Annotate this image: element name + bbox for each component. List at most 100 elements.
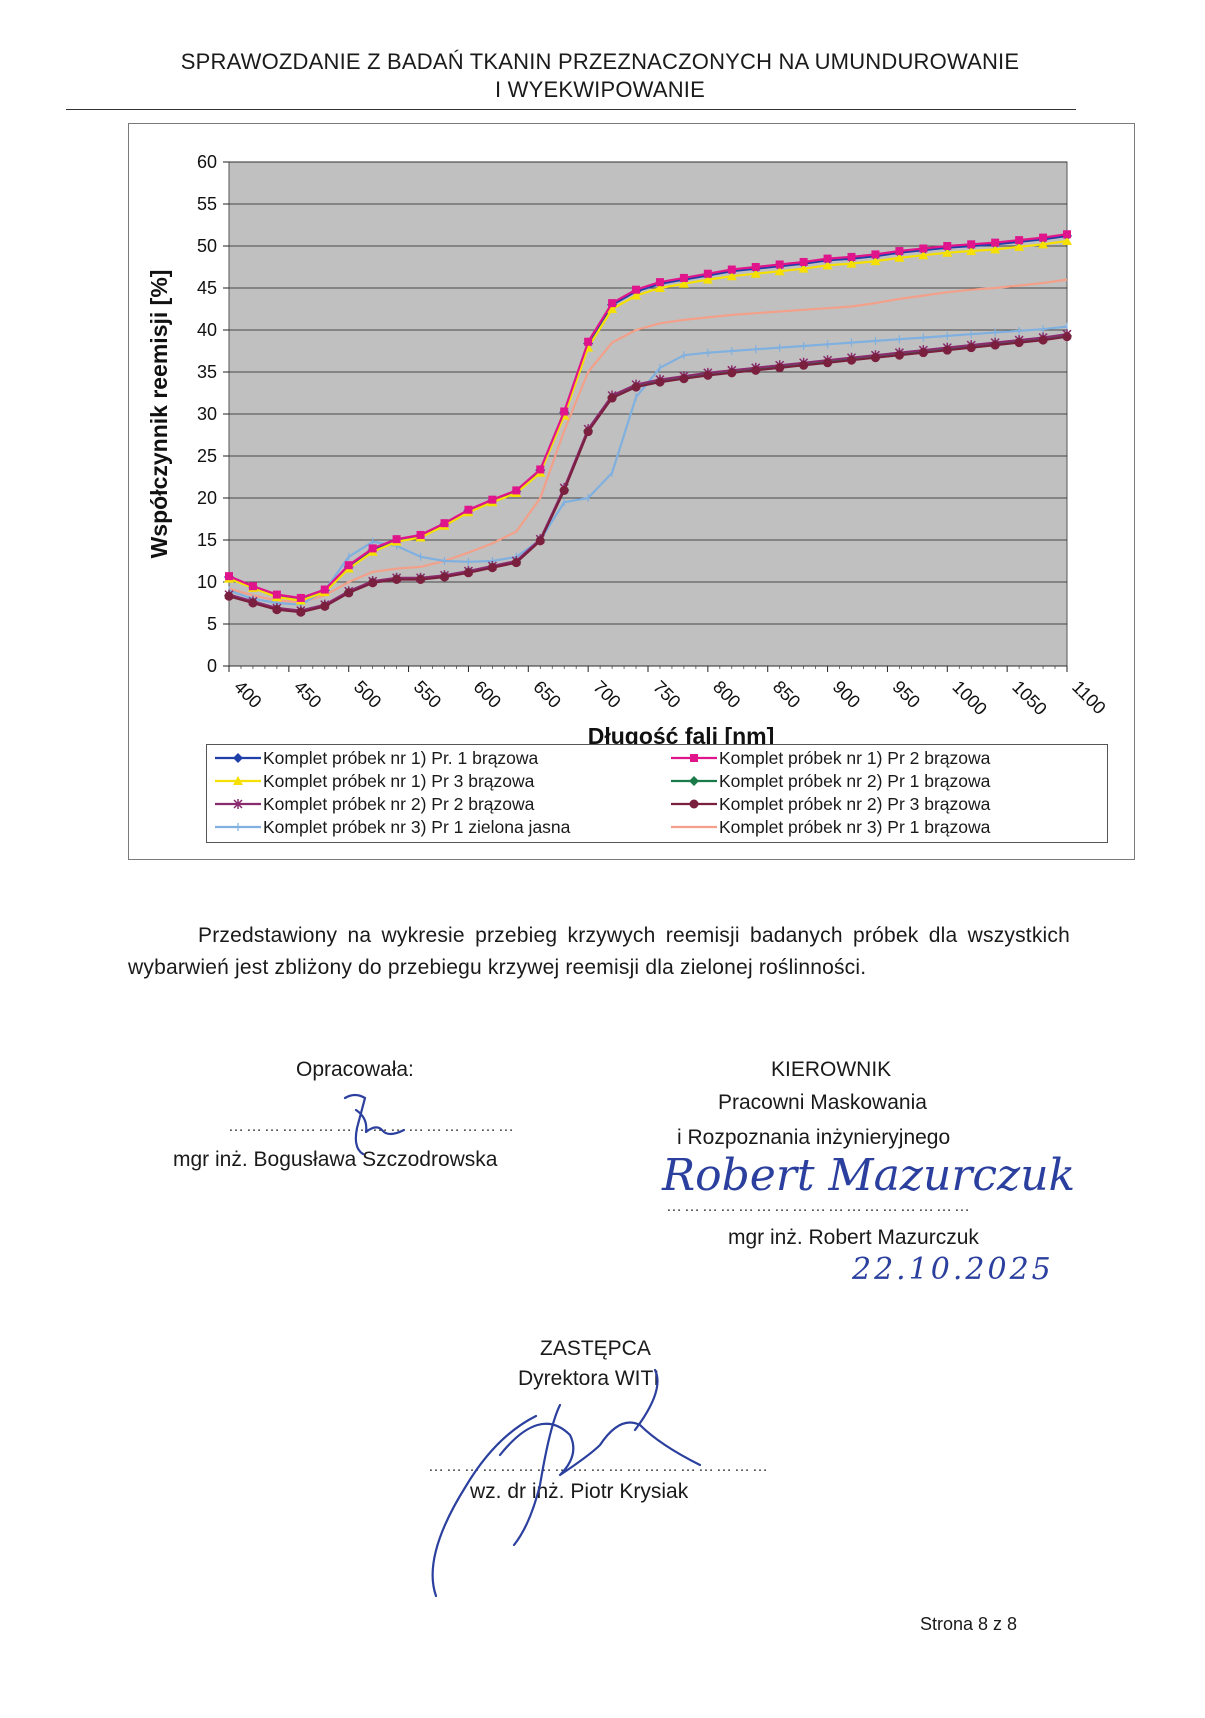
data-point [678, 278, 689, 288]
y-tick-label-10: 10 [197, 572, 217, 592]
data-point [846, 258, 857, 268]
data-point [439, 572, 449, 582]
data-point [248, 598, 258, 608]
data-point [320, 601, 330, 611]
data-point [655, 377, 665, 387]
data-point [751, 263, 760, 271]
data-point [463, 568, 473, 578]
data-point [344, 588, 354, 598]
data-point [464, 505, 473, 514]
manager-dots: …………………………………………… [666, 1198, 972, 1215]
data-point [775, 260, 784, 269]
data-point [1038, 239, 1049, 249]
data-point [847, 252, 856, 261]
data-point [296, 607, 306, 617]
data-point [488, 495, 497, 504]
legend-swatch-8 [671, 825, 717, 829]
chart-canvas: 0 5 10 15 20 25 30 35 40 45 50 55 60 400 450 500 550 600 6… [146, 152, 1110, 749]
series-6 [224, 332, 1072, 617]
data-point [990, 244, 1001, 254]
legend-label-6: Komplet próbek nr 2) Pr 3 brązowa [719, 793, 991, 814]
legend-item-7: Komplet próbek nr 3) Pr 1 zielona jasna [213, 816, 570, 838]
deputy-name: wz. dr inż. Piotr Krysiak [470, 1480, 689, 1503]
header-title-line1: SPRAWOZDANIE Z BADAŃ TKANIN PRZEZNACZONY… [180, 49, 1020, 74]
manager-dept-line2: i Rozpoznania inżynieryjnego [677, 1126, 951, 1149]
data-point [559, 485, 569, 495]
data-point [823, 254, 832, 263]
legend-swatch-marker [690, 754, 698, 762]
legend-swatch-marker [233, 753, 243, 763]
data-point [823, 358, 833, 368]
data-point [631, 290, 642, 300]
data-point [224, 591, 234, 601]
data-point [607, 393, 617, 403]
data-point [440, 519, 449, 528]
legend-item-6: Komplet próbek nr 2) Pr 3 brązowa [669, 793, 990, 815]
data-point [320, 585, 329, 594]
data-point [225, 572, 233, 581]
series-2 [225, 230, 1071, 602]
x-tick-label-900: 900 [829, 677, 864, 712]
x-tick-label-400: 400 [230, 677, 265, 712]
x-tick-label-550: 550 [410, 677, 445, 712]
data-point [942, 345, 952, 355]
data-point [1039, 233, 1048, 242]
data-point [1015, 236, 1024, 245]
x-tick-label-750: 750 [649, 677, 684, 712]
data-point [608, 299, 617, 308]
data-point [1014, 338, 1024, 348]
data-point [799, 257, 808, 266]
x-tick-label-650: 650 [529, 677, 564, 712]
data-point [702, 274, 713, 284]
data-point [991, 238, 1000, 247]
data-point [272, 605, 282, 615]
legend-swatch-4 [671, 776, 717, 786]
legend-label-1: Komplet próbek nr 1) Pr. 1 brązowa [263, 747, 539, 768]
manager-title: KIEROWNIK [771, 1058, 892, 1081]
legend-swatch-marker [233, 776, 243, 785]
x-tick-label-500: 500 [350, 677, 385, 712]
y-tick-label-40: 40 [197, 320, 217, 340]
y-tick-label-35: 35 [197, 362, 217, 382]
legend-swatch-marker [233, 799, 243, 809]
data-point [1038, 335, 1048, 345]
data-point [775, 363, 785, 373]
y-tick-label-25: 25 [197, 446, 217, 466]
data-point [368, 578, 378, 588]
legend-swatch-7 [215, 823, 261, 831]
data-point [631, 382, 641, 392]
data-point [727, 368, 737, 378]
data-point [584, 337, 593, 346]
y-tick-label-15: 15 [197, 530, 217, 550]
legend-label-5: Komplet próbek nr 2) Pr 2 brązowa [263, 793, 535, 814]
x-tick-label-850: 850 [769, 677, 804, 712]
conclusion-paragraph: Przedstawiony na wykresie przebieg krzyw… [128, 924, 1070, 979]
data-point [632, 285, 641, 294]
x-tick-label-950: 950 [889, 677, 924, 712]
legend-label-4: Komplet próbek nr 2) Pr 1 brązowa [719, 770, 991, 791]
data-point [679, 273, 688, 282]
manager-name: mgr inż. Robert Mazurczuk [728, 1226, 979, 1249]
reemission-chart: 0 5 10 15 20 25 30 35 40 45 50 55 60 400 450 500 550 600 6… [128, 123, 1135, 860]
x-tick-label-700: 700 [589, 677, 624, 712]
data-point [655, 278, 664, 287]
prepared-by-dots: ………………………………………… [228, 1118, 516, 1135]
data-point [416, 530, 425, 539]
y-tick-label-50: 50 [197, 236, 217, 256]
legend-swatch-5 [215, 799, 261, 809]
handwritten-date: 22.10.2025 [852, 1252, 1054, 1287]
data-point [870, 353, 880, 363]
data-point [871, 250, 880, 259]
y-tick-label-30: 30 [197, 404, 217, 424]
data-point [919, 244, 928, 253]
header-divider [66, 109, 1076, 110]
x-tick-label-1000: 1000 [948, 677, 990, 719]
manager-dept-line1: Pracowni Maskowania [718, 1091, 927, 1114]
data-point [918, 348, 928, 358]
data-point [774, 266, 785, 276]
data-point [392, 535, 401, 544]
legend-swatch-1 [215, 753, 261, 763]
data-point [368, 544, 377, 553]
legend-item-3: Komplet próbek nr 1) Pr 3 brązowa [213, 770, 534, 792]
deputy-title-line2: Dyrektora WITI [518, 1367, 660, 1390]
